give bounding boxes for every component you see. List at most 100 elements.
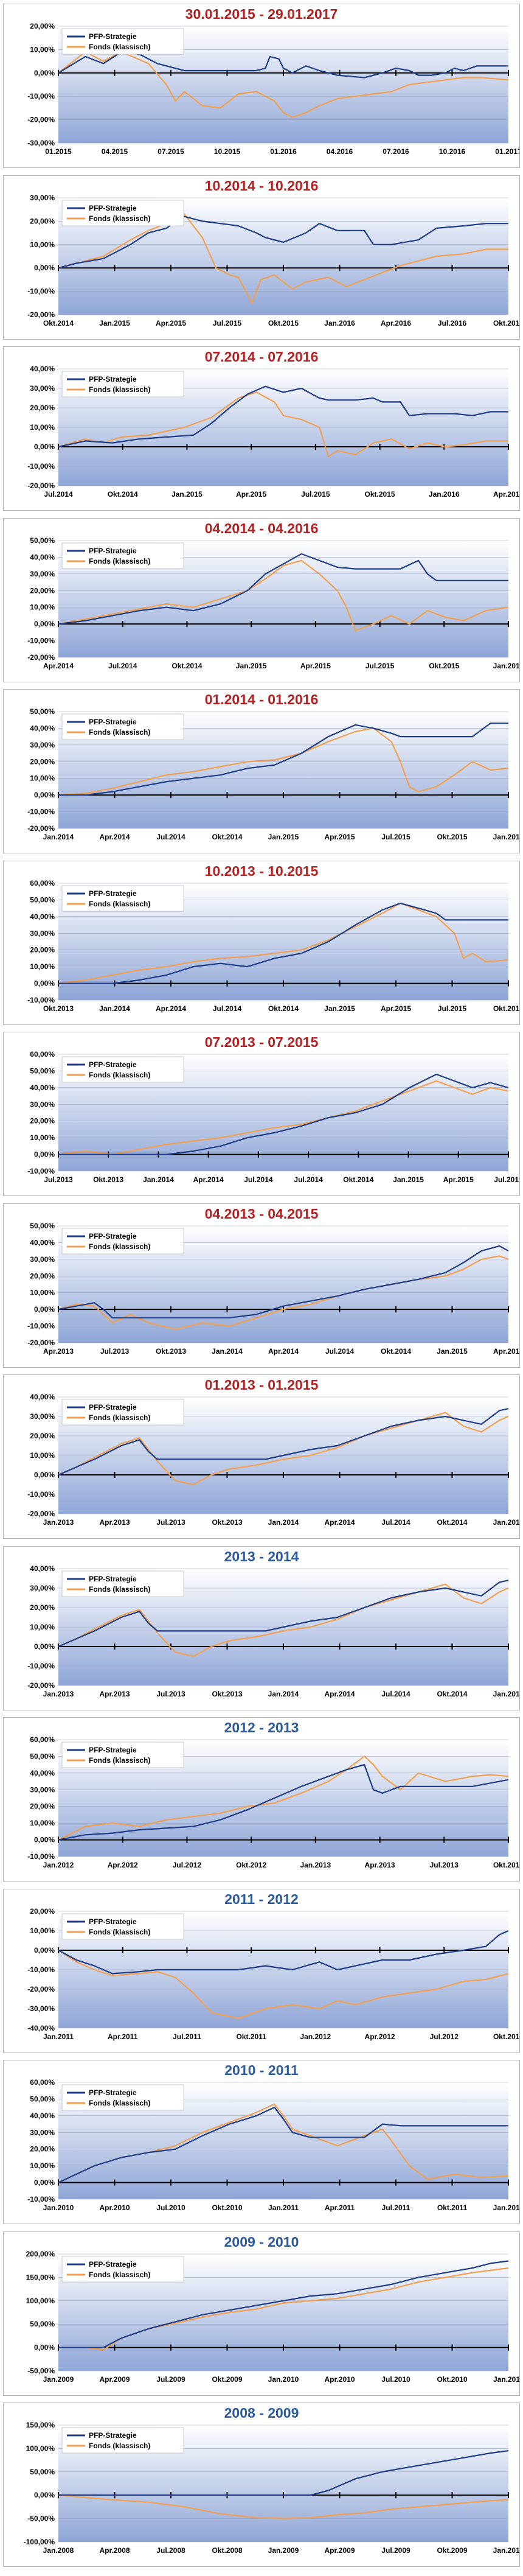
line-chart: 60,00% 50,00% 40,00% 30,00% 20,00% 10,00% 0,00… <box>27 2078 519 2212</box>
y-tick-label: 20,00% <box>30 1802 55 1811</box>
x-tick-label: Jul.2015 <box>438 1004 467 1013</box>
y-tick-label: -10,00% <box>27 1852 55 1861</box>
x-tick-label: Apr.2008 <box>99 2546 130 2555</box>
y-tick-label: 40,00% <box>30 1769 55 1777</box>
chart-title: 30.01.2015 - 29.01.2017 <box>185 6 338 22</box>
line-chart: 50,00% 40,00% 30,00% 20,00% 10,00% 0,00% -10,0… <box>27 536 519 670</box>
x-tick-label: Apr.2014 <box>193 1175 224 1184</box>
y-tick-label: 50,00% <box>30 1752 55 1760</box>
chart-panel: 2010 - 2011 60,00% 50,00% 40,00% 30,00% 20,00… <box>3 2060 520 2224</box>
line-chart: 50,00% 40,00% 30,00% 20,00% 10,00% 0,00% -10,0… <box>27 707 519 841</box>
line-chart: 20,00%10,00%0,00%-10,00%-20,00%-30,00%01… <box>27 22 519 156</box>
y-tick-label: -20,00% <box>27 481 55 490</box>
x-tick-label: Jan.2012 <box>493 2203 519 2212</box>
x-tick-label: Okt.2014 <box>437 1690 467 1698</box>
y-tick-label: 50,00% <box>30 2468 55 2476</box>
x-tick-label: Jul.2008 <box>156 2546 185 2555</box>
series-line-fonds <box>58 391 508 458</box>
x-tick-label: Jan.2014 <box>268 1690 299 1698</box>
y-tick-label: 20,00% <box>30 1603 55 1612</box>
chart-title: 2008 - 2009 <box>224 2405 299 2421</box>
x-tick-label: Jan.2015 <box>493 1690 519 1698</box>
y-tick-label: 10,00% <box>30 1819 55 1827</box>
y-tick-label: 10,00% <box>30 962 55 971</box>
x-tick-label: Jan.2015 <box>437 1347 468 1356</box>
y-tick-label: 30,00% <box>30 1584 55 1592</box>
x-tick-label: Okt.2015 <box>268 319 299 327</box>
x-tick-label: Okt.2014 <box>43 319 74 327</box>
y-tick-label: 30,00% <box>30 569 55 578</box>
chart-panel: 07.2014 - 07.2016 40,00% 30,00% 20,00% 10,00… <box>3 346 520 511</box>
x-tick-label: Jul.2010 <box>156 2203 185 2212</box>
x-tick-label: Jan.2014 <box>212 1347 243 1356</box>
x-tick-label: Okt.2016 <box>493 319 519 327</box>
x-tick-label: Okt.2013 <box>43 1004 74 1013</box>
y-tick-label: -30,00% <box>27 139 55 147</box>
y-tick-label: -20,00% <box>27 1985 55 1993</box>
y-tick-label: 10,00% <box>30 603 55 611</box>
x-tick-label: 04.2015 <box>102 147 128 156</box>
y-tick-label: 10,00% <box>30 774 55 783</box>
y-tick-label: 60,00% <box>30 1050 55 1059</box>
legend-label: PFP-Strategie <box>89 547 137 555</box>
series-line-strategy <box>58 385 508 448</box>
y-tick-label: -10,00% <box>27 462 55 471</box>
y-tick-label: 10,00% <box>30 1133 55 1142</box>
legend-label: PFP-Strategie <box>89 1575 137 1583</box>
y-tick-label: 40,00% <box>30 2112 55 2120</box>
x-tick-label: Jul.2015 <box>365 662 395 670</box>
y-tick-label: 10,00% <box>30 1288 55 1297</box>
x-tick-label: Jan.2015 <box>324 1004 355 1013</box>
x-tick-label: Apr.2014 <box>156 1004 186 1013</box>
x-tick-label: Jan.2012 <box>43 1861 74 1869</box>
legend-label: Fonds (klassisch) <box>89 214 150 223</box>
series-line-fonds <box>58 51 509 118</box>
legend <box>61 1741 184 1768</box>
y-tick-label: 30,00% <box>30 194 55 202</box>
legend <box>61 2256 184 2282</box>
y-tick-label: 10,00% <box>30 1451 55 1460</box>
x-tick-label: 07.2016 <box>383 147 409 156</box>
series-line-strategy <box>58 1245 509 1318</box>
x-tick-label: 10.2016 <box>439 147 466 156</box>
x-tick-label: Apr.2016 <box>381 319 411 327</box>
legend <box>61 542 184 569</box>
legend <box>61 371 184 397</box>
series-line-strategy <box>58 215 508 268</box>
legend <box>61 1570 184 1597</box>
y-tick-label: 10,00% <box>30 423 55 432</box>
y-tick-label: 40,00% <box>30 912 55 920</box>
x-tick-label: Okt.2014 <box>343 1175 373 1184</box>
series-line-strategy <box>58 1579 509 1647</box>
x-tick-label: Jan.2015 <box>171 490 203 499</box>
legend-label: Fonds (klassisch) <box>89 1585 150 1594</box>
chart-panel: 07.2013 - 07.2015 60,00% 50,00% 40,00% 30,00… <box>3 1032 520 1196</box>
y-tick-label: -10,00% <box>27 2195 55 2203</box>
x-tick-label: Apr.2015 <box>324 833 355 841</box>
line-chart: 60,00% 50,00% 40,00% 30,00% 20,00% 10,00% 0,00… <box>27 879 519 1013</box>
chart-panel: 2012 - 2013 60,00% 50,00% 40,00% 30,00% 20,00… <box>3 1717 520 1881</box>
legend-label: PFP-Strategie <box>89 1060 137 1069</box>
x-tick-label: Okt.2008 <box>212 2546 242 2555</box>
y-tick-label: 20,00% <box>30 404 55 412</box>
y-tick-label: 30,00% <box>30 1255 55 1263</box>
legend-label: Fonds (klassisch) <box>89 2441 150 2450</box>
y-tick-label: 0,00% <box>34 1642 55 1651</box>
y-tick-label: 50,00% <box>30 2320 55 2328</box>
x-tick-label: Okt.2015 <box>429 662 459 670</box>
y-tick-label: -20,00% <box>27 310 55 319</box>
legend-label: Fonds (klassisch) <box>89 1242 150 1251</box>
series-line-strategy <box>58 1930 509 1974</box>
y-tick-label: 0,00% <box>34 2179 55 2187</box>
chart-title: 04.2014 - 04.2016 <box>204 520 319 536</box>
chart-panel: 04.2013 - 04.2015 50,00% 40,00% 30,00% 20,00… <box>3 1203 520 1368</box>
series-line-fonds <box>58 1080 509 1155</box>
x-tick-label: Jul.2012 <box>173 1861 202 1869</box>
x-tick-label: Jan.2008 <box>43 2546 74 2555</box>
y-tick-label: -10,00% <box>27 636 55 645</box>
x-tick-label: Jan.2016 <box>429 490 460 499</box>
series-line-fonds <box>58 213 508 304</box>
chart-panel: 2009 - 2010 200,00% 150,00% 100,00% 50,00% 0,… <box>3 2231 520 2396</box>
series-line-fonds <box>58 559 509 631</box>
x-tick-label: Apr.2013 <box>365 1861 395 1869</box>
